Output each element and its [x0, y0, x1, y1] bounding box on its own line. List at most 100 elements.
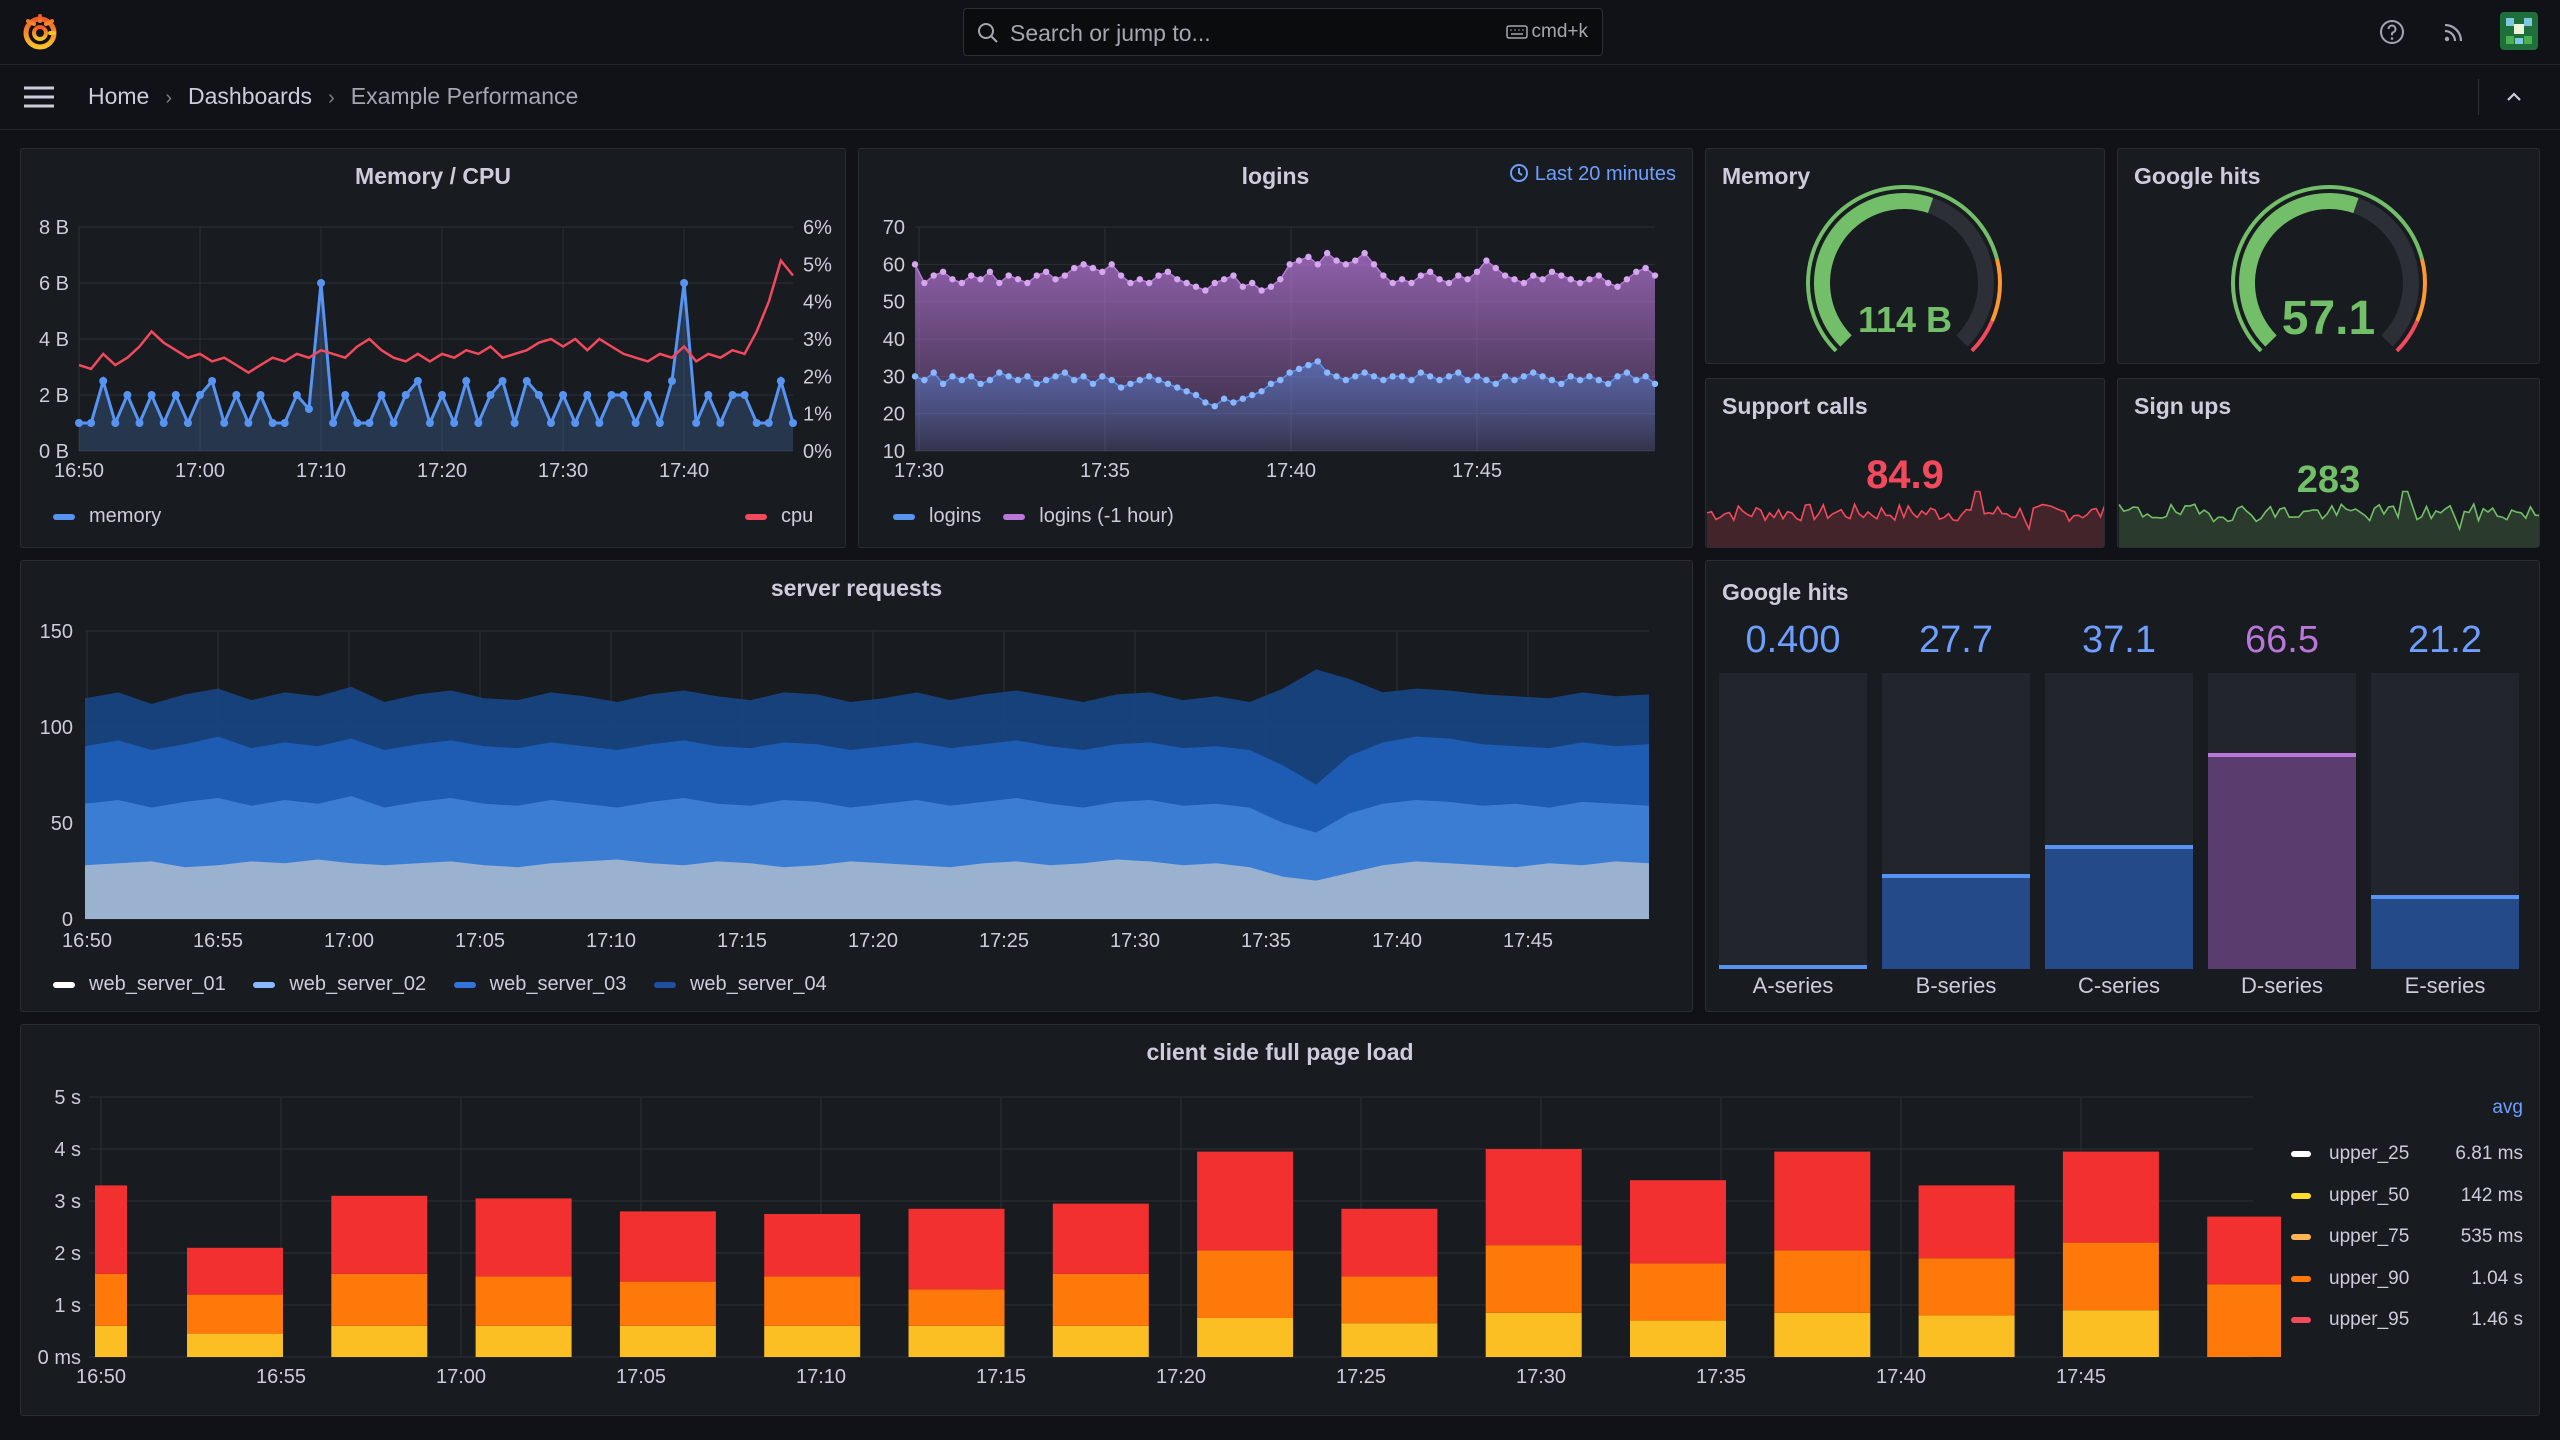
help-icon[interactable]: [2376, 16, 2408, 48]
bar-upper-95: [2207, 1216, 2281, 1285]
logins-point: [1314, 358, 1321, 365]
legend-memory[interactable]: memory: [53, 505, 161, 528]
legend-web-server-04[interactable]: web_server_04: [653, 973, 827, 996]
logins-point: [1005, 373, 1012, 380]
memory-point: [438, 391, 447, 399]
panel-memory-gauge[interactable]: Memory 114 B: [1705, 148, 2105, 364]
legend-row[interactable]: upper_90 1.04 s: [2291, 1268, 2523, 1292]
legend-swatch: [653, 981, 676, 988]
x-tick: 17:00: [436, 1366, 486, 1388]
breadcrumb-dashboards[interactable]: Dashboards: [188, 83, 313, 109]
panel-title: logins: [1241, 163, 1310, 189]
bar-upper-90: [1485, 1245, 1582, 1313]
memory-point: [208, 377, 217, 385]
time-range-badge[interactable]: Last 20 minutes: [1509, 163, 1676, 186]
memory-point: [87, 419, 96, 427]
legend-web-server-03[interactable]: web_server_03: [453, 973, 626, 996]
gauge-threshold-green: [1806, 185, 1999, 353]
clock-icon: [1509, 164, 1528, 182]
panel-memory-cpu[interactable]: Memory / CPU 8 B 6 B 4 B 2 B 0 B 6% 5% 4% 3% 2% 1%…: [20, 148, 846, 548]
logins-point: [1277, 376, 1284, 384]
logins-point: [1633, 376, 1640, 384]
panel-support-calls[interactable]: Support calls 84.9: [1705, 378, 2105, 548]
legend-swatch: [453, 981, 476, 988]
x-tick: 17:10: [796, 1366, 846, 1388]
bar-upper-25: [1918, 1315, 2015, 1357]
support-calls-sparkline: [1706, 490, 2104, 547]
search-box[interactable]: cmd+k: [963, 8, 1603, 56]
legend-web-server-02[interactable]: web_server_02: [253, 973, 426, 996]
y-tick: 60: [883, 254, 905, 276]
panel-title: server requests: [770, 575, 943, 601]
x-tick: 17:20: [417, 460, 467, 482]
panel-google-gauge[interactable]: Google hits 57.1: [2117, 148, 2540, 364]
logins-prev-point: [958, 279, 966, 287]
keyboard-icon: [1505, 25, 1528, 39]
search-input[interactable]: [1008, 15, 1432, 51]
logins-point: [921, 376, 928, 384]
logins-point: [1155, 376, 1162, 384]
logins-point: [1455, 369, 1462, 376]
memory-point: [498, 377, 507, 385]
bar-upper-90: [908, 1289, 1005, 1326]
sparkline-area: [2119, 491, 2539, 547]
y-tick-right: 1%: [803, 404, 832, 426]
bar-gauge-column[interactable]: [1882, 673, 2030, 969]
legend-cpu[interactable]: cpu: [745, 505, 813, 528]
logins-prev-point: [921, 279, 928, 287]
bar-gauge-fill: [1882, 874, 2030, 969]
logins-point: [1117, 384, 1125, 391]
legend-web-server-01[interactable]: web_server_01: [53, 973, 226, 996]
memory-point: [99, 377, 108, 385]
bar-upper-90: [95, 1273, 127, 1326]
cpu-line: [78, 257, 794, 375]
x-tick: 17:35: [1696, 1366, 1746, 1388]
logins-prev-point: [1604, 279, 1612, 287]
logins-prev-point: [1586, 276, 1593, 283]
memory-cpu-chart[interactable]: 8 B 6 B 4 B 2 B 0 B 6% 5% 4% 3% 2% 1% 0% 16:50 17:00 1…: [21, 149, 846, 548]
panel-sign-ups[interactable]: Sign ups 283: [2117, 378, 2540, 548]
logins-point: [1370, 373, 1378, 380]
panel-page-load[interactable]: client side full page load 5 s 4 s 3 s 2 s 1…: [20, 1024, 2540, 1416]
memory-point: [595, 419, 604, 427]
bar-gauge-column[interactable]: [1719, 673, 1867, 969]
legend-row[interactable]: upper_95 1.46 s: [2291, 1309, 2523, 1333]
server-requests-chart[interactable]: 150 100 50 016:50 16:55 17:00 17:05 17:10 17:15 1…: [21, 561, 1693, 1012]
legend-row[interactable]: upper_25 6.81 ms: [2291, 1143, 2523, 1167]
panel-google-hits-bars[interactable]: Google hits 0.400 A-series 27.7 B-series 37.…: [1705, 560, 2540, 1012]
legend-logins[interactable]: logins logins (-1 hour): [893, 505, 1196, 528]
logins-prev-point: [1501, 272, 1509, 279]
logins-point: [1567, 373, 1574, 380]
logins-point: [1286, 369, 1293, 376]
memory-point: [123, 391, 132, 399]
bar-upper-25: [908, 1325, 1005, 1357]
panel-logins[interactable]: logins Last 20 minutes 70 60 50 40 30 20 10 17:…: [858, 148, 1693, 548]
memory-point: [353, 419, 362, 427]
bar-upper-95: [1052, 1203, 1149, 1274]
memory-point: [474, 419, 483, 427]
legend-row[interactable]: upper_50 142 ms: [2291, 1185, 2523, 1209]
logins-prev-point: [1614, 283, 1621, 290]
panel-server-requests[interactable]: server requests 150 100 50 0 16:50 16:55 17:00…: [20, 560, 1693, 1012]
memory-point: [171, 391, 180, 399]
logins-point: [1220, 395, 1228, 402]
bar-gauge-column[interactable]: [2371, 673, 2519, 969]
grafana-logo-icon[interactable]: [20, 12, 60, 52]
x-tick: 17:30: [1516, 1366, 1566, 1388]
legend-avg-header[interactable]: avg: [2492, 1097, 2523, 1118]
avatar[interactable]: [2500, 12, 2538, 50]
memory-point: [425, 419, 434, 427]
legend-row[interactable]: upper_75 535 ms: [2291, 1226, 2523, 1250]
y-tick: 5 s: [54, 1087, 81, 1109]
logins-point: [1145, 373, 1153, 380]
bar-upper-90: [187, 1294, 283, 1334]
bar-gauge-column[interactable]: [2045, 673, 2193, 969]
bar-gauge-column[interactable]: [2208, 673, 2356, 969]
menu-icon[interactable]: [22, 84, 56, 110]
chevron-up-icon[interactable]: [2500, 83, 2528, 111]
rss-icon[interactable]: [2438, 16, 2470, 48]
bar-gauge-label: B-series: [1915, 973, 1997, 998]
breadcrumb-home[interactable]: Home: [88, 83, 150, 109]
